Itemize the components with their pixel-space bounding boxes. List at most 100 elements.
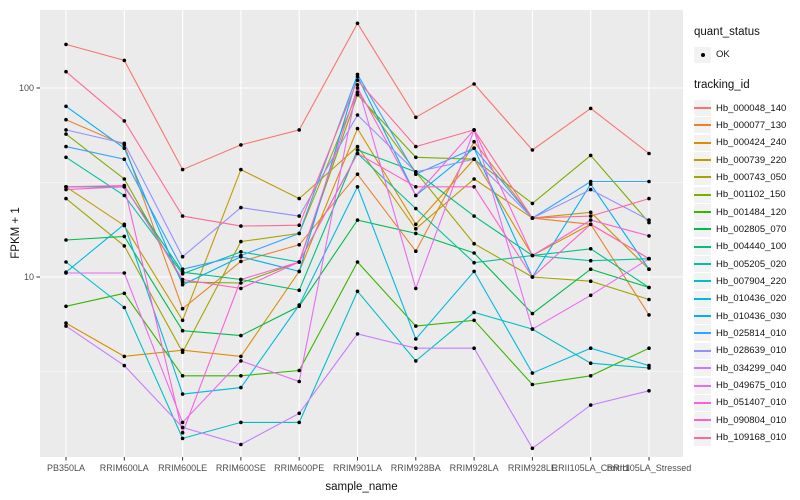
legend-item-Hb_005205_020: Hb_005205_020 bbox=[694, 255, 798, 273]
data-point bbox=[297, 196, 302, 201]
data-point bbox=[180, 214, 185, 218]
x-tick-label-RRIM600SE: RRIM600SE bbox=[215, 463, 266, 473]
legend-item-Hb_007904_220: Hb_007904_220 bbox=[694, 273, 798, 290]
data-point bbox=[239, 374, 243, 378]
data-point bbox=[239, 250, 243, 254]
x-tick-label-RRIM600LE: RRIM600LE bbox=[158, 463, 208, 473]
data-point bbox=[355, 289, 360, 294]
legend-key-box bbox=[694, 273, 711, 290]
data-point bbox=[64, 104, 68, 109]
legend-key-box bbox=[694, 221, 711, 238]
data-point bbox=[64, 324, 68, 328]
data-point bbox=[530, 148, 535, 152]
legend-label: Hb_049675_010 bbox=[716, 380, 787, 392]
y-tick-label-100: 100 bbox=[18, 83, 34, 93]
legend-key-box bbox=[694, 394, 711, 411]
legend-item-Hb_001484_120: Hb_001484_120 bbox=[694, 203, 798, 221]
legend-item-Hb_004440_100: Hb_004440_100 bbox=[694, 238, 798, 255]
data-point bbox=[180, 306, 185, 311]
data-point bbox=[297, 260, 302, 264]
data-point bbox=[180, 267, 185, 272]
data-point bbox=[122, 244, 127, 248]
point-marker-icon bbox=[700, 52, 705, 57]
line-swatch-icon bbox=[694, 228, 711, 231]
line-swatch-icon bbox=[694, 211, 711, 214]
data-point bbox=[414, 170, 418, 174]
line-swatch-icon bbox=[694, 297, 711, 300]
data-point bbox=[180, 392, 185, 396]
x-tick-label-RRII105LA_Control: RRII105LA_Control bbox=[551, 463, 630, 473]
data-point bbox=[239, 143, 243, 147]
line-swatch-icon bbox=[694, 280, 711, 283]
data-point bbox=[588, 210, 593, 215]
legend-key-box bbox=[694, 186, 711, 203]
data-point bbox=[588, 106, 593, 111]
legend-title-tracking-id: tracking_id bbox=[694, 79, 750, 92]
line-swatch-icon bbox=[694, 367, 711, 370]
legend: quant_status OK tracking_id Hb_000048_14… bbox=[694, 26, 798, 446]
legend-item-Hb_109168_010: Hb_109168_010 bbox=[694, 429, 798, 446]
data-point bbox=[530, 216, 535, 220]
legend-label-ok: OK bbox=[716, 49, 730, 61]
data-point bbox=[355, 144, 360, 149]
data-point bbox=[472, 139, 476, 144]
data-point bbox=[530, 382, 535, 387]
data-point bbox=[297, 223, 302, 227]
data-point bbox=[588, 218, 593, 222]
data-point bbox=[414, 206, 418, 211]
data-point bbox=[414, 115, 418, 120]
x-tick-label-RRII105LA_Stressed: RRII105LA_Stressed bbox=[606, 463, 692, 473]
legend-label: Hb_000739_220 bbox=[716, 154, 787, 166]
data-point bbox=[588, 222, 593, 227]
data-point bbox=[297, 303, 302, 307]
data-point bbox=[239, 286, 243, 291]
data-point bbox=[297, 288, 302, 293]
data-point bbox=[180, 318, 185, 323]
legend-item-Hb_010436_020: Hb_010436_020 bbox=[694, 290, 798, 307]
data-point bbox=[647, 179, 651, 184]
legend-key-box bbox=[694, 134, 711, 151]
data-point bbox=[355, 332, 360, 336]
data-point bbox=[122, 157, 127, 161]
data-point bbox=[239, 167, 243, 172]
legend-key-box bbox=[694, 169, 711, 186]
data-point bbox=[64, 196, 68, 201]
data-point bbox=[355, 21, 360, 26]
legend-label: Hb_010436_030 bbox=[716, 310, 787, 322]
data-point bbox=[472, 128, 476, 132]
legend-key-box bbox=[694, 360, 711, 377]
data-point bbox=[355, 260, 360, 264]
data-point bbox=[180, 167, 185, 172]
legend-item-Hb_010436_030: Hb_010436_030 bbox=[694, 307, 798, 325]
x-tick-label-RRIM928BA: RRIM928BA bbox=[390, 463, 441, 473]
data-point bbox=[180, 277, 185, 282]
data-point bbox=[122, 234, 127, 239]
data-point bbox=[414, 222, 418, 227]
data-point bbox=[647, 196, 651, 201]
data-point bbox=[414, 346, 418, 351]
data-point bbox=[122, 354, 127, 359]
data-point bbox=[472, 82, 476, 86]
line-swatch-icon bbox=[694, 384, 711, 387]
line-swatch-icon bbox=[694, 176, 711, 179]
data-point bbox=[355, 151, 360, 156]
data-point bbox=[297, 368, 302, 373]
data-point bbox=[414, 155, 418, 160]
data-point bbox=[647, 234, 651, 238]
data-point bbox=[647, 363, 651, 368]
data-point bbox=[355, 185, 360, 189]
data-point bbox=[472, 269, 476, 274]
data-point bbox=[122, 58, 127, 63]
data-point bbox=[64, 132, 68, 136]
line-swatch-icon bbox=[694, 193, 711, 196]
data-point bbox=[414, 286, 418, 291]
line-swatch-icon bbox=[694, 332, 711, 335]
data-point bbox=[239, 442, 243, 447]
data-point bbox=[355, 83, 360, 87]
data-point bbox=[239, 277, 243, 282]
data-point bbox=[414, 193, 418, 198]
data-point bbox=[588, 182, 593, 186]
data-point bbox=[122, 119, 127, 123]
data-point bbox=[647, 267, 651, 272]
